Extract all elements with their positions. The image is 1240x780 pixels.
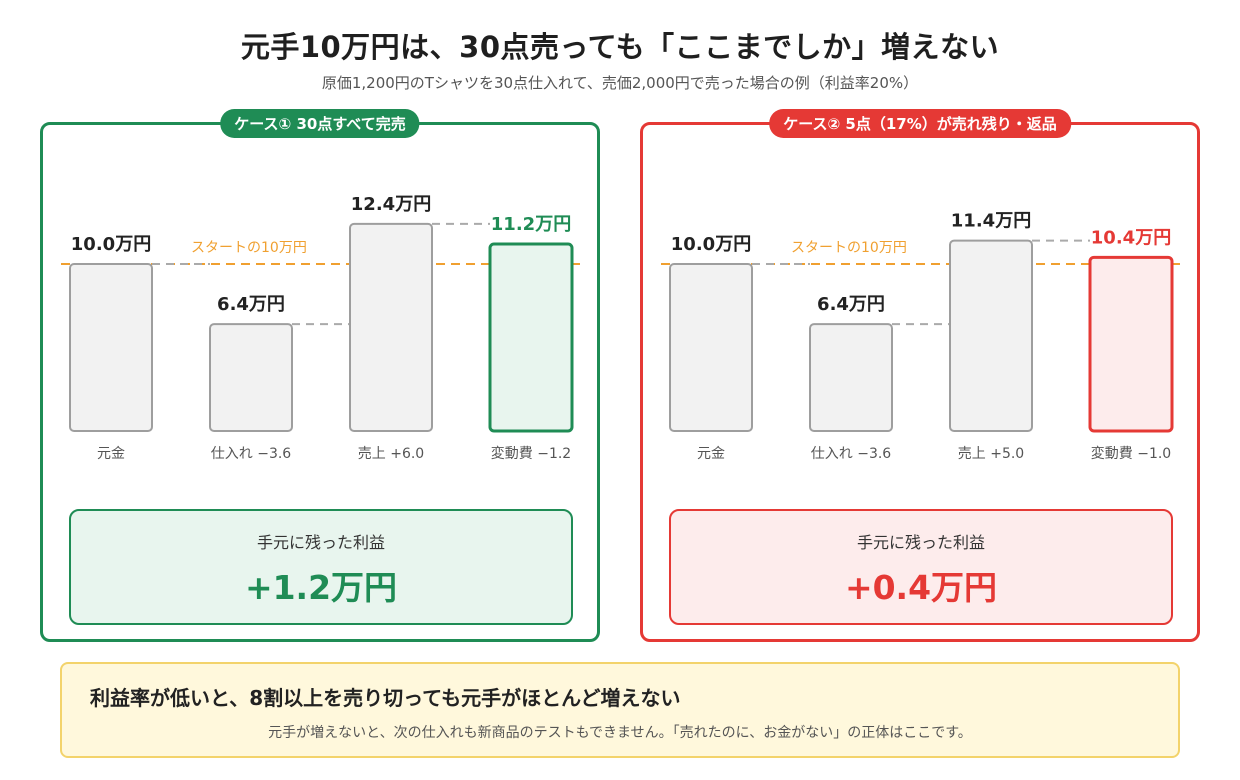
category-label: 元金 [697,446,725,462]
category-label: 売上 +5.0 [958,446,1024,462]
case2-profit-value: +0.4万円 [844,568,998,607]
category-label: 変動費 −1.0 [1091,445,1171,462]
case2-profit-label: 手元に残った利益 [856,533,985,552]
start-reference-label: スタートの10万円 [191,240,307,256]
page-title: 元手10万円は、30点売っても「ここまでしか」増えない [240,30,1000,64]
bar-value-label: 10.4万円 [1091,227,1171,248]
category-label: 元金 [97,446,125,462]
category-label: 仕入れ −3.6 [811,446,892,462]
case1-profit-box: 手元に残った利益 +1.2万円 [69,509,573,625]
bar-value-label: 12.4万円 [351,194,431,215]
case2-tag: ケース② 5点（17%）が売れ残り・返品 [769,109,1071,138]
bar-value-label: 6.4万円 [817,294,885,315]
summary-text: 元手が増えないと、次の仕入れも新商品のテストもできません。「売れたのに、お金がな… [268,725,972,741]
start-reference-label: スタートの10万円 [791,240,907,256]
bar-1 [69,263,153,432]
bar-value-label: 6.4万円 [217,294,285,315]
case2-panel: ケース② 5点（17%）が売れ残り・返品 スタートの10万円 10.0万円元金 6.… [640,109,1200,642]
bar-4 [488,242,574,433]
summary-callout: 利益率が低いと、8割以上を売り切っても元手がほとんど増えない 元手が増えないと、… [60,662,1180,758]
case1-profit-label: 手元に残った利益 [256,533,385,552]
case1-profit-value: +1.2万円 [244,568,398,607]
case1-panel: ケース① 30点すべて完売 スタートの10万円 10.0万円元金 6.4万円仕入れ … [40,109,600,642]
category-label: 仕入れ −3.6 [211,446,292,462]
bar-value-label: 11.2万円 [491,214,571,235]
bar-2 [209,323,293,432]
case1-tag: ケース① 30点すべて完売 [220,109,420,138]
bar-2 [809,323,893,432]
bar-3 [349,222,433,432]
category-label: 変動費 −1.2 [491,445,571,462]
bar-1 [669,263,753,432]
bar-4 [1088,255,1174,433]
bar-value-label: 10.0万円 [671,234,751,255]
page-subtitle: 原価1,200円のTシャツを30点仕入れて、売価2,000円で売った場合の例（利… [321,74,919,92]
category-label: 売上 +6.0 [358,446,424,462]
bar-value-label: 10.0万円 [71,234,151,255]
case2-profit-box: 手元に残った利益 +0.4万円 [669,509,1173,625]
bar-3 [949,239,1033,433]
bar-value-label: 11.4万円 [951,211,1031,232]
summary-title: 利益率が低いと、8割以上を売り切っても元手がほとんど増えない [90,686,681,710]
